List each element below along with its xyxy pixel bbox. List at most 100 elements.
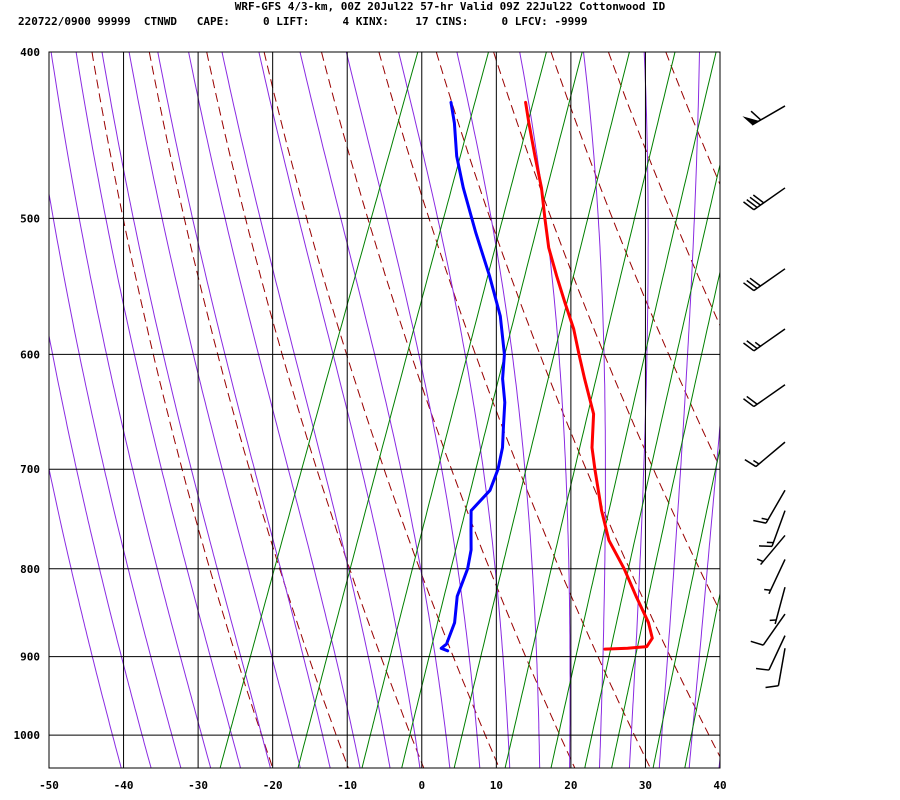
barb-half-flag: [756, 558, 764, 563]
y-tick-label: 800: [20, 563, 40, 576]
wind-barbs: [742, 105, 786, 689]
moist-adiabat: [299, 52, 451, 768]
wind-barb: [756, 534, 786, 566]
x-tick-label: -40: [114, 779, 134, 792]
barb-staff: [753, 328, 786, 352]
mixing-ratio-line: [652, 446, 720, 768]
moist-adiabat: [345, 52, 481, 768]
wind-barb: [743, 384, 786, 408]
dry-adiabat: [781, 52, 900, 768]
axis-ticks: 400 500 600 700 800 900 1000 -50 -40 -30 -20 -10 0 10…: [14, 46, 727, 792]
wind-barb: [769, 587, 786, 625]
dry-adiabat: [378, 52, 651, 768]
x-tick-label: 0: [418, 779, 425, 792]
moist-adiabat: [658, 52, 700, 768]
barb-half-flag: [761, 517, 769, 521]
dry-adiabat: [435, 52, 720, 758]
y-tick-label: 400: [20, 46, 40, 59]
moist-adiabat: [50, 52, 212, 768]
barb-flag: [755, 667, 770, 671]
mixing-ratio-line: [453, 52, 630, 768]
mixing-ratio-line: [684, 591, 720, 768]
wind-barb: [750, 613, 786, 646]
barb-flag: [750, 110, 762, 121]
dry-adiabat: [321, 52, 576, 768]
barb-flag: [746, 199, 758, 209]
y-tick-label: 600: [20, 348, 40, 361]
x-tick-label: 30: [639, 779, 652, 792]
barb-flag: [750, 640, 764, 646]
barb-half-flag: [754, 341, 761, 347]
barb-flag: [744, 459, 757, 468]
barb-flag: [743, 398, 755, 408]
barb-staff: [753, 187, 786, 211]
wind-barb: [743, 268, 786, 292]
moist-adiabat: [49, 190, 182, 768]
sounding-stats: 220722/0900 99999 CTNWD CAPE: 0 LIFT: 4 …: [18, 15, 588, 28]
barb-flag: [749, 196, 761, 206]
moist-adiabat: [519, 52, 571, 768]
barb-flag: [765, 684, 779, 689]
chart-title: WRF-GFS 4/3-km, 00Z 20Jul22 57-hr Valid …: [234, 0, 666, 13]
barb-flag: [753, 519, 767, 524]
barb-pennant: [742, 116, 760, 125]
moist-adiabat: [49, 333, 152, 768]
x-tick-label: 10: [490, 779, 503, 792]
barb-staff: [759, 534, 786, 566]
moist-adiabat: [128, 52, 301, 768]
barb-staff: [774, 587, 786, 625]
temperature-line: [524, 100, 654, 651]
mixing-ratio-line: [584, 162, 720, 768]
mixing-ratio-line: [611, 269, 720, 768]
wind-barb: [765, 648, 786, 689]
barb-staff: [753, 268, 786, 292]
moist-adiabat: [49, 466, 122, 768]
barb-flag: [743, 342, 755, 352]
moist-adiabat: [157, 52, 331, 768]
y-tick-label: 1000: [14, 729, 41, 742]
wind-barb: [755, 635, 786, 671]
barb-flag: [746, 340, 758, 350]
x-tick-label: 20: [564, 779, 577, 792]
x-tick-label: -20: [263, 779, 283, 792]
barb-staff: [753, 384, 786, 408]
wind-barb: [742, 105, 786, 126]
profiles: [439, 100, 654, 653]
wind-barb: [753, 489, 786, 524]
mixing-ratio-line: [361, 52, 547, 768]
y-tick-label: 900: [20, 651, 40, 664]
barb-staff: [762, 613, 786, 646]
mixing-ratio-line: [550, 52, 717, 768]
moist-adiabat: [628, 52, 649, 768]
dry-adiabat: [493, 52, 720, 613]
dry-adiabat: [91, 52, 274, 768]
x-tick-label: -50: [39, 779, 59, 792]
x-tick-label: -10: [337, 779, 357, 792]
dry-adiabat: [607, 52, 720, 327]
moist-adiabat: [258, 52, 421, 768]
barb-staff: [768, 559, 786, 595]
wind-barb: [758, 510, 786, 548]
barb-flag: [743, 201, 755, 211]
dry-adiabat: [206, 52, 425, 768]
dry-adiabat: [895, 52, 900, 768]
barb-staff: [751, 105, 786, 126]
dry-adiabat: [263, 52, 500, 768]
dry-adiabat: [838, 52, 900, 768]
barb-staff: [771, 510, 786, 547]
dry-adiabat: [723, 52, 900, 768]
dry-adiabat: [550, 52, 720, 469]
mixing-ratio-line: [297, 52, 489, 768]
dry-adiabat: [148, 52, 349, 768]
barb-flag: [746, 279, 758, 289]
wind-barb: [743, 328, 786, 352]
moist-adiabat: [188, 52, 361, 768]
moist-adiabat: [75, 52, 242, 768]
y-tick-label: 500: [20, 212, 40, 225]
background-lines: [49, 52, 900, 768]
barb-staff: [765, 489, 786, 524]
moist-adiabat: [456, 52, 541, 768]
barb-flag: [749, 277, 761, 287]
barb-half-flag: [753, 459, 760, 465]
